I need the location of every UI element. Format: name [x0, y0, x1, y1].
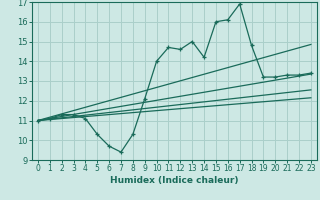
X-axis label: Humidex (Indice chaleur): Humidex (Indice chaleur) — [110, 176, 239, 185]
